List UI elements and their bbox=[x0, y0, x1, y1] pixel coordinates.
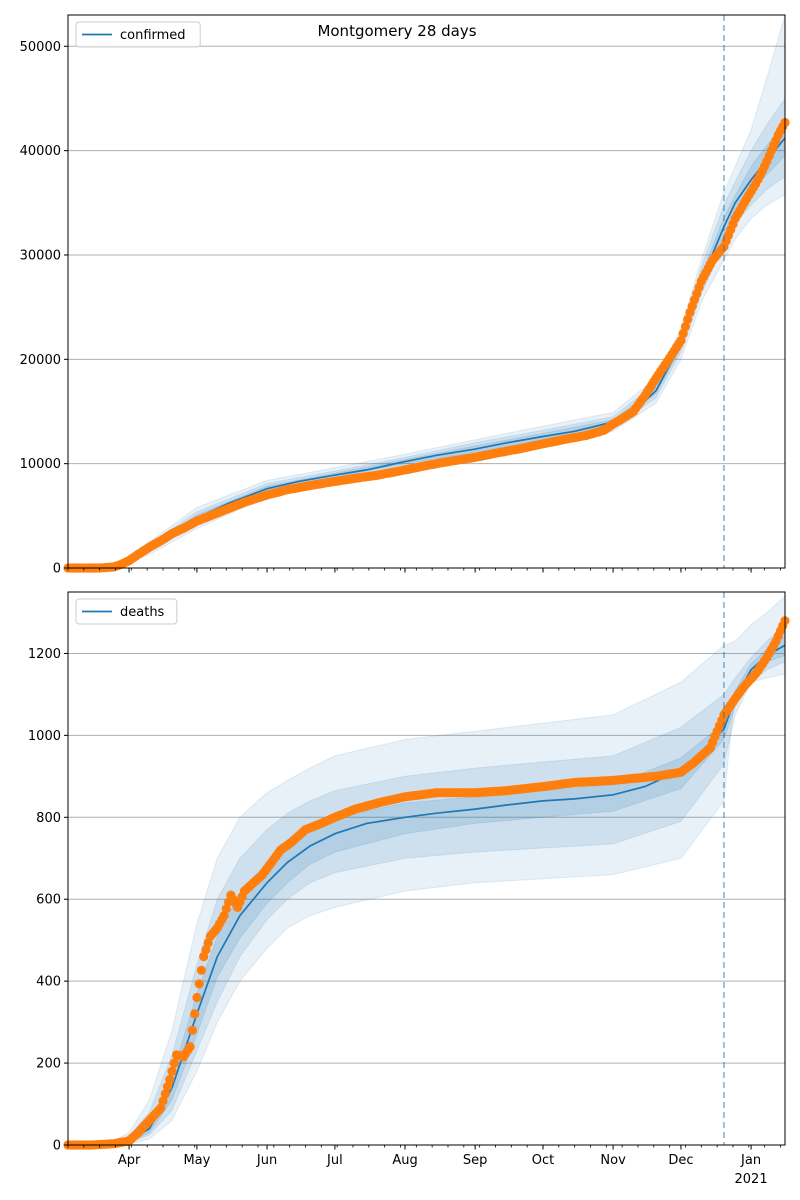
observed-point bbox=[187, 1025, 197, 1035]
confirmed-x-ticks bbox=[67, 568, 781, 573]
legend-box bbox=[75, 598, 178, 625]
deaths-axes-frame bbox=[67, 591, 786, 1146]
observed-point bbox=[683, 314, 693, 324]
x-year-label: 2021 bbox=[735, 1172, 768, 1187]
x-tick-label: May bbox=[183, 1153, 210, 1168]
x-tick-label: Nov bbox=[600, 1153, 626, 1168]
deaths-legend: deaths bbox=[75, 598, 178, 625]
deaths-gridlines bbox=[68, 652, 785, 1064]
observed-point bbox=[156, 1103, 166, 1113]
legend-box bbox=[75, 21, 201, 48]
x-tick-label: Sep bbox=[463, 1153, 488, 1168]
deaths-x-ticks: Apr May Jun Jul Aug Sep Oct Nov Dec Jan bbox=[67, 1145, 781, 1168]
observed-point bbox=[169, 1058, 179, 1068]
deaths-observed-points bbox=[63, 616, 790, 1150]
observed-point bbox=[196, 965, 206, 975]
chart-title: Montgomery 28 days bbox=[317, 22, 476, 40]
observed-point bbox=[158, 1096, 168, 1106]
observed-point bbox=[194, 979, 204, 989]
x-tick-label: Jul bbox=[326, 1153, 343, 1168]
y-tick-label: 600 bbox=[36, 893, 61, 908]
deaths-chart-panel: 0 200 400 600 800 1000 1200 Apr May Jun Jul Aug Sep… bbox=[28, 591, 790, 1187]
legend-label-confirmed: confirmed bbox=[120, 28, 186, 43]
confirmed-axes-frame bbox=[67, 14, 786, 569]
legend-label-deaths: deaths bbox=[120, 605, 165, 620]
deaths-y-ticks: 0 200 400 600 800 1000 1200 bbox=[28, 647, 68, 1154]
observed-point bbox=[165, 1074, 175, 1085]
y-tick-label: 1200 bbox=[28, 647, 61, 662]
confirmed-observed-points bbox=[63, 117, 790, 573]
observed-point bbox=[199, 952, 209, 962]
axes-border bbox=[67, 14, 786, 569]
y-tick-label: 400 bbox=[36, 975, 61, 990]
confirmed-y-ticks: 0 10000 20000 30000 40000 50000 bbox=[20, 40, 68, 577]
observed-point bbox=[192, 992, 202, 1003]
confirmed-legend: confirmed bbox=[75, 21, 201, 48]
y-tick-label: 0 bbox=[53, 1139, 61, 1154]
observed-point bbox=[676, 335, 686, 346]
x-tick-label: Jun bbox=[256, 1153, 277, 1168]
y-tick-label: 30000 bbox=[20, 248, 61, 263]
observed-point bbox=[185, 1042, 195, 1052]
axes-border bbox=[67, 591, 786, 1146]
x-tick-label: Dec bbox=[668, 1153, 693, 1168]
confirmed-chart-panel: 0 10000 20000 30000 40000 50000 confirmed Mon… bbox=[20, 14, 790, 577]
y-tick-label: 10000 bbox=[20, 457, 61, 472]
x-tick-label: Oct bbox=[532, 1153, 554, 1168]
x-tick-label: Apr bbox=[118, 1153, 141, 1168]
confirmed-gridlines bbox=[68, 45, 785, 465]
x-tick-label: Jan bbox=[740, 1153, 761, 1168]
observed-point bbox=[680, 321, 691, 332]
x-tick-label: Aug bbox=[392, 1153, 417, 1168]
observed-point bbox=[678, 328, 688, 339]
y-tick-label: 0 bbox=[53, 562, 61, 577]
y-tick-label: 800 bbox=[36, 811, 61, 826]
y-tick-label: 50000 bbox=[20, 40, 61, 55]
observed-point bbox=[190, 1009, 200, 1019]
y-tick-label: 20000 bbox=[20, 353, 61, 368]
observed-point bbox=[160, 1089, 170, 1099]
y-tick-label: 1000 bbox=[28, 729, 61, 744]
observed-point bbox=[162, 1082, 173, 1092]
y-tick-label: 200 bbox=[36, 1057, 61, 1072]
observed-point bbox=[167, 1066, 177, 1076]
y-tick-label: 40000 bbox=[20, 144, 61, 159]
